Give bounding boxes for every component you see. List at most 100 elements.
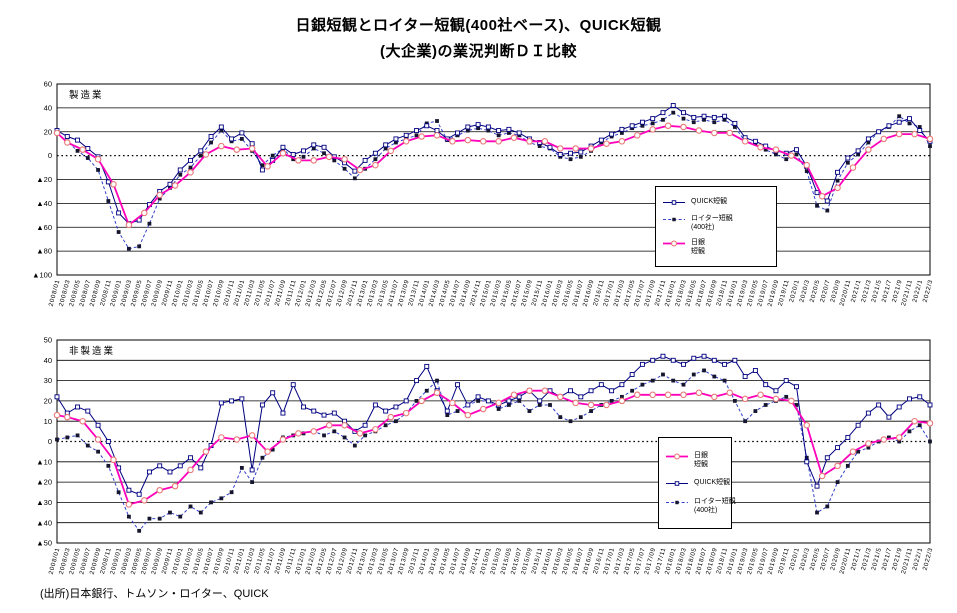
data-point-marker [865,136,871,142]
data-point-marker [141,209,148,217]
data-point-marker [880,135,888,143]
data-point-marker [865,146,872,153]
data-point-marker [279,436,287,443]
data-point-marker [402,138,410,145]
data-point-marker [383,142,389,148]
page-title: 日銀短観とロイター短観(400社ベース)、QUICK短観 (大企業)の業況判断Ｄ… [0,13,957,65]
data-point-marker [476,399,480,403]
y-axis-tick-label: ▲30 [36,498,52,507]
data-point-marker [126,246,131,251]
data-point-marker [229,398,235,404]
data-point-marker [79,417,86,425]
data-point-marker [578,415,583,420]
data-point-marker [202,151,210,158]
data-point-marker [249,467,255,473]
data-point-marker [373,157,378,162]
data-point-marker [907,116,912,122]
data-point-marker [849,164,857,171]
data-point-marker [177,463,183,469]
data-point-marker [917,128,923,134]
data-point-marker [835,480,840,484]
legend-label: QUICK短観 [691,198,728,206]
data-point-marker [372,426,379,433]
data-point-marker [639,361,645,367]
data-point-marker [670,357,676,363]
data-point-marker [588,388,594,394]
data-point-marker [486,128,491,133]
data-point-marker [876,129,882,135]
data-point-marker [94,436,102,443]
data-point-marker [85,408,91,414]
data-point-marker [239,465,244,470]
data-point-marker [784,394,789,399]
data-point-marker [137,528,142,533]
data-point-marker [414,128,419,134]
y-axis-tick-label: 40 [44,356,52,365]
y-axis-tick-label: 0 [48,437,52,446]
data-point-marker [156,191,163,199]
data-point-marker [147,516,152,521]
data-point-marker [403,398,409,404]
data-point-marker [675,500,679,505]
data-point-marker [516,130,522,136]
data-point-marker [177,167,183,173]
data-point-marker [332,429,337,434]
data-point-marker [917,394,923,400]
data-point-marker [661,372,665,377]
data-point-marker [587,145,595,152]
data-point-marker [681,361,686,367]
ロイター短観(400社)-line [56,369,931,532]
data-point-marker [229,490,234,495]
data-point-marker [352,443,357,448]
data-point-marker [568,419,573,424]
data-point-marker [507,131,511,135]
data-point-marker [465,402,471,408]
data-point-marker [85,146,91,151]
data-point-marker [926,419,934,427]
data-point-marker [510,134,518,141]
data-point-marker [332,158,337,163]
data-point-marker [264,448,271,455]
data-point-marker [141,497,148,504]
data-point-marker [218,434,225,441]
data-point-marker [476,126,480,131]
data-point-marker [927,402,933,408]
data-point-marker [362,422,368,428]
data-point-marker [187,466,194,474]
data-point-marker [208,134,214,139]
data-point-marker [537,144,542,148]
data-point-marker [110,181,117,188]
data-point-marker [311,408,317,414]
y-axis-tick-label: ▲40 [36,199,52,208]
data-point-marker [928,439,932,444]
data-point-marker [465,124,471,130]
data-point-marker [188,455,193,461]
data-point-marker [157,463,163,469]
data-point-marker [125,501,133,508]
data-point-marker [855,422,861,428]
data-point-marker [363,433,368,438]
data-point-marker [280,410,286,416]
y-axis-tick-label: ▲20 [36,175,52,184]
data-point-marker [362,157,368,163]
y-axis-tick-label: ▲50 [36,539,52,548]
legend-item-日銀短観: 日銀 短観 [665,451,725,469]
data-point-marker [171,482,179,490]
data-point-marker [804,169,809,174]
data-point-marker [702,368,706,373]
data-point-marker [845,463,850,468]
data-point-marker [239,396,245,402]
data-point-marker [291,157,296,162]
data-point-marker [672,217,676,221]
data-point-marker [773,388,779,394]
data-point-marker [609,131,615,137]
data-point-marker [356,430,364,437]
data-point-marker [876,402,882,408]
data-point-marker [526,387,533,394]
data-point-marker [803,161,811,169]
data-point-marker [671,240,677,247]
legend-label: 日銀 短観 [694,452,708,468]
data-point-marker [248,432,256,439]
data-point-marker [895,434,903,441]
